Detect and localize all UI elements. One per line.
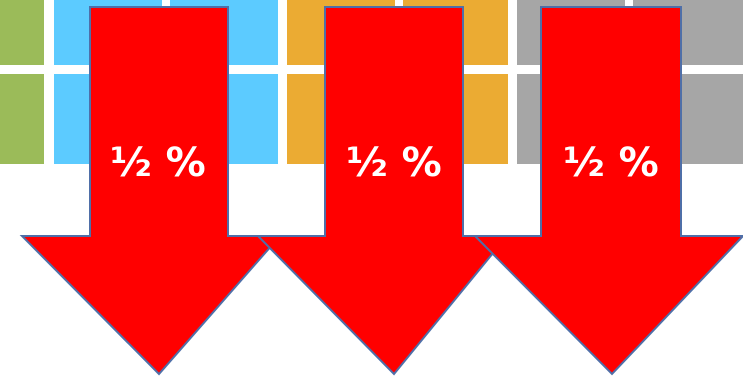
down-arrow-3: ½ % bbox=[472, 6, 743, 376]
down-arrow-3-shape bbox=[472, 6, 743, 376]
down-arrow-2-shape bbox=[255, 6, 510, 376]
down-arrow-1-label: ½ % bbox=[110, 140, 205, 186]
down-arrow-1: ½ % bbox=[19, 6, 283, 376]
down-arrow-2: ½ % bbox=[255, 6, 510, 376]
tile-green-bottom bbox=[0, 74, 44, 164]
down-arrow-1-shape bbox=[19, 6, 283, 376]
down-arrow-3-label: ½ % bbox=[563, 140, 658, 186]
down-arrow-2-label: ½ % bbox=[346, 140, 441, 186]
tile-green-top bbox=[0, 0, 44, 65]
